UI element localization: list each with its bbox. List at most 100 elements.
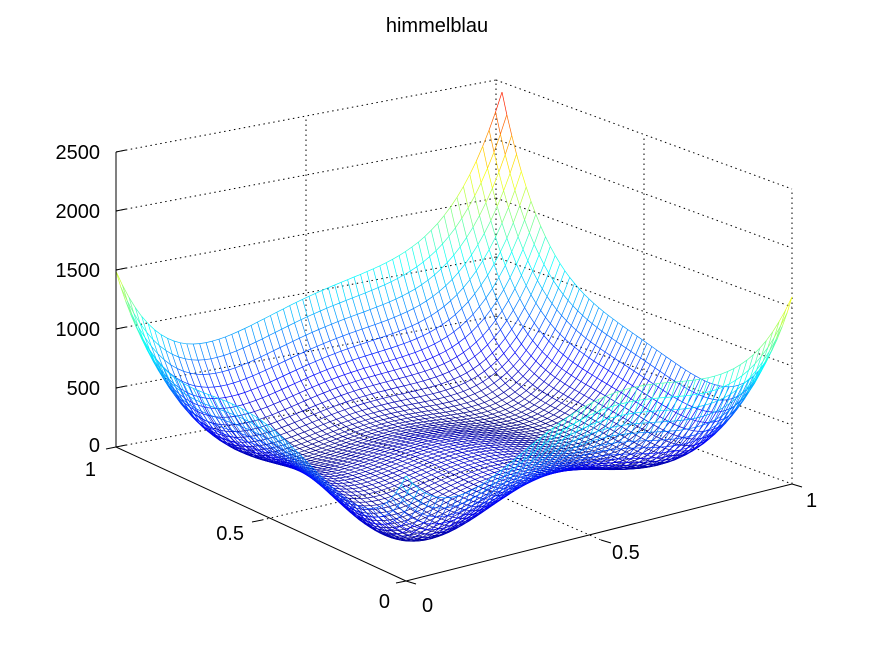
mesh-segment bbox=[608, 358, 616, 371]
mesh-segment bbox=[305, 386, 313, 391]
mesh-segment bbox=[418, 419, 424, 423]
mesh-segment bbox=[366, 431, 373, 434]
mesh-segment bbox=[302, 295, 310, 300]
mesh-segment bbox=[505, 338, 511, 346]
mesh-segment bbox=[571, 375, 577, 379]
mesh-segment bbox=[498, 425, 504, 428]
mesh-segment bbox=[506, 403, 512, 407]
mesh-segment bbox=[304, 348, 311, 353]
mesh-segment bbox=[690, 408, 698, 420]
mesh-segment bbox=[543, 373, 551, 382]
mesh-segment bbox=[527, 435, 535, 437]
mesh-segment bbox=[352, 397, 360, 401]
mesh-segment bbox=[287, 383, 295, 387]
mesh-segment bbox=[349, 383, 355, 392]
mesh-segment bbox=[495, 366, 503, 373]
mesh-segment bbox=[339, 401, 347, 405]
mesh-segment bbox=[506, 419, 514, 422]
mesh-segment bbox=[242, 402, 250, 405]
mesh-segment bbox=[220, 384, 228, 387]
mesh-segment bbox=[437, 306, 445, 312]
mesh-segment bbox=[403, 340, 411, 344]
mesh-segment bbox=[331, 414, 337, 420]
mesh-segment bbox=[532, 340, 538, 347]
mesh-segment bbox=[695, 410, 703, 421]
mesh-segment bbox=[371, 290, 377, 308]
mesh-segment bbox=[416, 335, 424, 339]
mesh-segment bbox=[418, 242, 424, 263]
mesh-segment bbox=[460, 404, 466, 409]
mesh-segment bbox=[479, 364, 485, 372]
mesh-segment bbox=[420, 426, 427, 428]
mesh-segment bbox=[587, 407, 593, 411]
mesh-segment bbox=[217, 355, 224, 358]
mesh-segment bbox=[457, 431, 464, 433]
mesh-segment bbox=[415, 412, 421, 417]
mesh-segment bbox=[482, 328, 490, 336]
mesh-segment bbox=[625, 347, 632, 352]
mesh-segment bbox=[466, 368, 474, 374]
mesh-segment bbox=[437, 398, 443, 404]
mesh-segment bbox=[408, 392, 414, 399]
mesh-segment bbox=[283, 418, 289, 426]
mesh-segment bbox=[522, 376, 529, 381]
mesh-segment bbox=[558, 383, 566, 392]
mesh-segment bbox=[405, 421, 411, 425]
mesh-segment bbox=[493, 337, 500, 347]
mesh-segment bbox=[410, 423, 416, 427]
mesh-segment bbox=[238, 392, 245, 395]
mesh-segment bbox=[381, 423, 387, 427]
mesh-segment bbox=[591, 364, 600, 376]
mesh-segment bbox=[548, 412, 554, 416]
mesh-segment bbox=[329, 421, 336, 426]
mesh-segment bbox=[455, 368, 461, 377]
mesh-segment bbox=[468, 360, 474, 369]
mesh-segment bbox=[332, 305, 339, 322]
mesh-segment bbox=[339, 300, 347, 304]
mesh-segment bbox=[487, 151, 495, 169]
mesh-segment bbox=[583, 386, 591, 396]
mesh-segment bbox=[368, 377, 374, 386]
mesh-segment bbox=[561, 300, 569, 316]
mesh-segment bbox=[418, 429, 424, 432]
mesh-segment bbox=[600, 383, 608, 394]
mesh-segment bbox=[508, 427, 516, 430]
mesh-segment bbox=[559, 380, 566, 385]
mesh-segment bbox=[418, 373, 424, 382]
mesh-segment bbox=[472, 364, 480, 370]
mesh-segment bbox=[537, 427, 545, 430]
mesh-segment bbox=[600, 348, 606, 353]
mesh-segment bbox=[423, 421, 429, 425]
mesh-segment bbox=[347, 276, 355, 281]
mesh-segment bbox=[487, 344, 493, 354]
mesh-segment bbox=[393, 370, 400, 379]
mesh-segment bbox=[621, 392, 627, 396]
mesh-segment bbox=[606, 383, 612, 388]
mesh-segment bbox=[501, 222, 508, 239]
mesh-segment bbox=[469, 270, 477, 280]
mesh-segment bbox=[521, 411, 527, 415]
mesh-segment bbox=[519, 416, 525, 420]
mesh-segment bbox=[553, 414, 559, 418]
mesh-segment bbox=[448, 319, 455, 333]
mesh-segment bbox=[567, 346, 575, 359]
mesh-segment bbox=[603, 405, 609, 410]
mesh-segment bbox=[334, 395, 342, 399]
mesh-segment bbox=[518, 402, 524, 407]
mesh-segment bbox=[559, 333, 566, 340]
mesh-segment bbox=[327, 287, 334, 306]
mesh-segment bbox=[267, 403, 274, 408]
mesh-segment bbox=[480, 350, 487, 360]
mesh-segment bbox=[413, 428, 419, 431]
mesh-segment bbox=[580, 319, 588, 335]
mesh-segment bbox=[252, 375, 258, 388]
mesh-segment bbox=[384, 413, 392, 416]
mesh-segment bbox=[522, 405, 529, 410]
mesh-segment bbox=[522, 401, 530, 407]
mesh-segment bbox=[488, 328, 495, 338]
mesh-segment bbox=[332, 406, 339, 413]
mesh-segment bbox=[637, 418, 645, 427]
mesh-segment bbox=[471, 420, 479, 422]
mesh-segment bbox=[412, 419, 419, 422]
mesh-segment bbox=[233, 380, 241, 384]
